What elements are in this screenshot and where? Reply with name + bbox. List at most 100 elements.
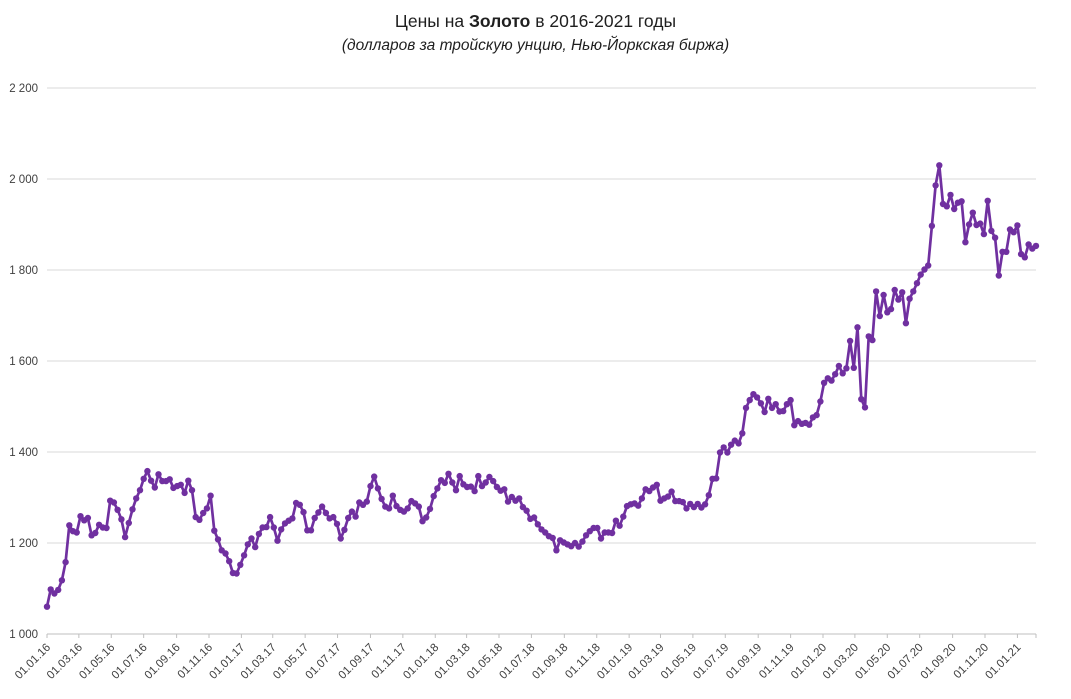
data-point-marker xyxy=(222,550,229,557)
data-point-marker xyxy=(1003,248,1010,255)
data-point-marker xyxy=(783,401,791,408)
chart-title-suffix: в 2016-2021 годы xyxy=(530,11,677,31)
data-point-marker xyxy=(679,498,686,506)
data-point-marker xyxy=(200,509,207,517)
data-point-marker xyxy=(266,513,274,521)
data-point-marker xyxy=(121,533,129,541)
data-point-marker xyxy=(147,477,155,484)
data-point-marker xyxy=(341,526,348,533)
data-point-marker xyxy=(850,364,857,371)
data-point-marker xyxy=(118,516,125,523)
data-point-marker xyxy=(664,493,672,500)
data-point-marker xyxy=(701,501,709,508)
data-point-marker xyxy=(612,517,620,524)
y-axis-labels: 1 000 1 200 1 400 1 600 1 800 2 000 2 200 xyxy=(9,83,38,641)
data-point-marker xyxy=(608,529,616,537)
data-point-marker xyxy=(936,162,943,169)
data-point-marker xyxy=(817,398,824,405)
data-point-marker xyxy=(575,543,582,550)
data-point-marker xyxy=(211,527,218,534)
data-point-marker xyxy=(727,441,735,448)
data-point-marker xyxy=(683,505,690,512)
data-point-marker xyxy=(917,271,924,278)
data-point-marker xyxy=(244,541,251,548)
data-point-marker xyxy=(136,487,144,494)
data-point-marker xyxy=(597,535,605,542)
data-point-marker xyxy=(129,506,136,513)
data-point-marker xyxy=(385,505,393,512)
data-point-marker xyxy=(869,336,876,344)
data-point-marker xyxy=(62,558,69,566)
data-point-marker xyxy=(248,535,255,542)
data-point-marker xyxy=(84,514,92,522)
x-axis-label: 01.09.20 xyxy=(919,642,959,682)
data-point-marker xyxy=(913,280,921,287)
data-point-marker xyxy=(278,526,285,533)
data-point-marker xyxy=(668,488,675,495)
data-point-marker xyxy=(965,221,973,228)
data-point-marker xyxy=(330,513,337,521)
data-point-marker xyxy=(846,337,854,345)
data-point-marker xyxy=(214,536,222,543)
data-point-marker xyxy=(490,477,497,485)
data-point-marker xyxy=(858,396,865,403)
data-point-marker xyxy=(404,505,411,512)
data-point-marker xyxy=(928,222,936,230)
data-point-marker xyxy=(196,516,203,523)
chart-title-prefix: Цены на xyxy=(394,11,469,31)
y-axis-label: 2 200 xyxy=(9,83,38,95)
data-point-marker xyxy=(66,522,73,529)
data-point-marker xyxy=(185,477,192,484)
data-point-marker xyxy=(835,362,843,370)
data-point-marker xyxy=(426,505,434,513)
data-point-marker xyxy=(720,444,727,451)
x-axis-labels: 01.01.1601.03.1601.05.1601.07.1601.09.16… xyxy=(13,642,1024,682)
data-point-marker xyxy=(991,234,999,241)
data-point-marker xyxy=(73,529,80,536)
data-point-marker xyxy=(582,532,590,539)
x-axis-label: 01.09.16 xyxy=(143,642,183,682)
data-point-marker xyxy=(791,422,798,429)
data-point-marker xyxy=(226,558,233,565)
data-point-marker xyxy=(456,472,463,480)
data-point-marker xyxy=(895,296,902,303)
data-point-marker xyxy=(988,227,995,235)
data-point-marker xyxy=(233,570,240,577)
data-point-marker xyxy=(880,291,887,299)
data-point-marker xyxy=(980,230,988,238)
data-point-marker xyxy=(322,509,330,517)
data-point-marker xyxy=(620,513,627,520)
data-point-marker xyxy=(579,538,586,545)
data-point-marker xyxy=(177,481,184,488)
data-point-marker xyxy=(58,577,66,584)
data-point-marker xyxy=(289,515,296,522)
data-point-marker xyxy=(318,503,326,510)
data-point-marker xyxy=(1021,254,1028,261)
data-point-marker xyxy=(932,182,939,189)
data-point-marker xyxy=(753,394,761,401)
data-point-marker xyxy=(471,487,478,495)
data-point-marker xyxy=(1014,222,1021,229)
data-point-marker xyxy=(761,408,768,416)
price-line xyxy=(45,163,1038,609)
data-point-marker xyxy=(705,492,712,499)
data-point-marker xyxy=(1010,229,1017,236)
data-point-marker xyxy=(110,499,118,506)
data-point-marker xyxy=(820,379,828,386)
data-point-marker xyxy=(47,586,54,593)
y-axis-label: 1 000 xyxy=(9,629,38,641)
x-axis-label: 01.09.17 xyxy=(336,642,376,682)
data-point-marker xyxy=(207,492,214,499)
data-point-marker xyxy=(876,312,883,320)
y-axis-label: 1 200 xyxy=(9,538,38,550)
data-point-marker xyxy=(772,401,779,408)
data-point-marker xyxy=(345,514,352,522)
data-point-marker xyxy=(746,396,753,404)
data-point-marker xyxy=(713,475,720,482)
data-point-marker xyxy=(969,209,976,216)
data-point-marker xyxy=(434,485,441,492)
data-point-marker xyxy=(296,501,303,508)
data-point-marker xyxy=(899,289,906,296)
data-point-marker xyxy=(995,272,1002,279)
data-point-marker xyxy=(504,498,512,505)
